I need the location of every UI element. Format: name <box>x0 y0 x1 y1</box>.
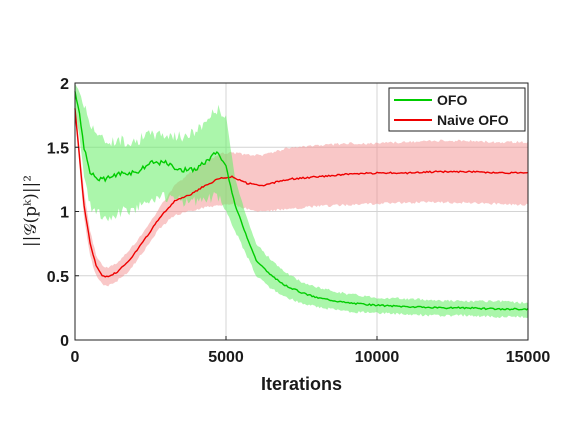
legend-label-ofo: OFO <box>437 92 467 108</box>
series-lines <box>74 91 529 311</box>
band-naive-ofo <box>75 103 528 287</box>
band-ofo <box>75 83 528 319</box>
line-naive-ofo <box>74 108 529 278</box>
y-tick-labels: 0 0.5 1 1.5 2 <box>47 76 69 350</box>
y-tick-label: 0 <box>60 333 69 350</box>
y-axis-label: ||𝒢(pᵏ)||² <box>21 175 41 247</box>
x-tick-label: 5000 <box>208 349 244 366</box>
x-tick-labels: 0 5000 10000 15000 <box>71 349 551 366</box>
legend-box <box>388 87 526 132</box>
x-tick-label: 0 <box>71 349 80 366</box>
x-axis-label: Iterations <box>261 374 342 394</box>
y-tick-label: 2 <box>60 76 69 93</box>
y-tick-label: 1 <box>60 205 69 222</box>
x-tick-label: 15000 <box>506 349 551 366</box>
confidence-bands <box>75 83 528 319</box>
y-tick-label: 1.5 <box>47 140 69 157</box>
line-ofo <box>74 91 529 311</box>
legend: OFO Naive OFO <box>388 87 526 132</box>
tick-marks <box>74 82 529 341</box>
legend-label-naive-ofo: Naive OFO <box>437 112 509 128</box>
y-tick-label: 0.5 <box>47 269 69 286</box>
x-tick-label: 10000 <box>355 349 400 366</box>
